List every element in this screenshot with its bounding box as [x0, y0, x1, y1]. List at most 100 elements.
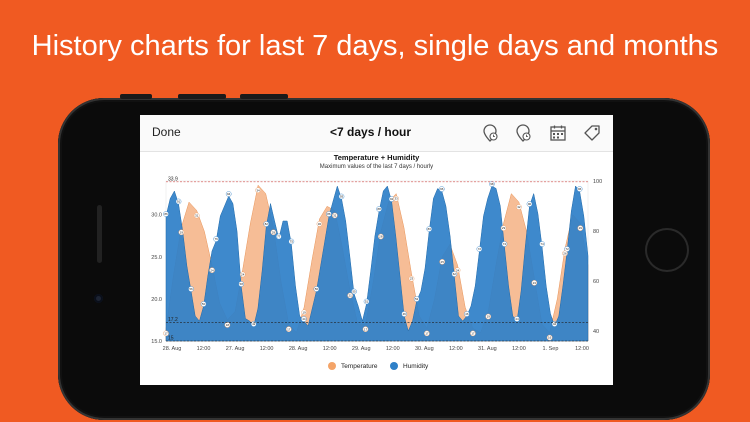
legend-swatch-humidity — [390, 362, 398, 370]
temperature-data-label: 29 — [272, 230, 276, 234]
x-tick-label: 30. Aug — [415, 346, 434, 352]
temperature-data-label: 24 — [210, 268, 214, 272]
temperature-data-label: 24 — [456, 268, 460, 272]
temperature-data-label: 34 — [256, 188, 260, 192]
temperature-point-marker — [500, 225, 507, 231]
chart-legend: Temperature Humidity — [140, 362, 613, 374]
app-screen: Done <7 days / hour Temperature + Humidi… — [140, 115, 613, 385]
temperature-point-marker — [546, 334, 553, 341]
phone-side-button — [240, 94, 288, 99]
phone-home-button[interactable] — [645, 228, 689, 272]
humidity-point-marker — [576, 186, 583, 192]
legend-swatch-temperature — [328, 362, 336, 370]
temperature-data-label: 29 — [502, 226, 506, 230]
temperature-data-label: 23 — [533, 281, 537, 285]
phone-camera — [94, 294, 103, 303]
x-tick-label: 12:00 — [449, 346, 463, 352]
history-chart[interactable]: 86 91 56 50 76 94 58 42 82 77 75 44 56 86 93 55 51 88 92 46… — [140, 115, 613, 385]
humidity-data-label: 98 — [490, 182, 494, 186]
temperature-data-label: 16 — [548, 336, 552, 340]
temperature-data-label: 23 — [410, 277, 414, 281]
humidity-data-label: 96 — [440, 187, 444, 191]
x-tick-label: 12:00 — [323, 346, 337, 352]
humidity-data-label: 56 — [315, 287, 319, 291]
humidity-data-label: 86 — [164, 212, 168, 216]
chart-title: Temperature + Humidity — [333, 153, 420, 162]
temperature-data-label: 18 — [226, 323, 230, 327]
phone-side-button — [120, 94, 152, 99]
humidity-point-marker — [276, 233, 282, 240]
temperature-data-label: 19 — [487, 315, 491, 319]
humidity-data-label: 94 — [227, 192, 231, 196]
temperature-data-label: 17 — [287, 327, 291, 331]
x-tick-label: 12:00 — [386, 346, 400, 352]
temperature-point-marker — [424, 330, 430, 337]
pin-clock-icon[interactable] — [513, 123, 533, 143]
humidity-point-marker — [376, 206, 382, 212]
temperature-point-marker — [270, 229, 277, 236]
temperature-point-marker — [454, 267, 461, 274]
humidity-point-marker — [213, 236, 219, 242]
humidity-point-marker — [451, 271, 458, 277]
page-title: <7 days / hour — [330, 125, 412, 139]
y-right-tick-label: 100 — [593, 179, 602, 185]
humidity-point-marker — [301, 316, 307, 322]
temperature-point-marker — [378, 233, 384, 240]
humidity-point-marker — [401, 311, 407, 317]
temperature-point-marker — [439, 258, 446, 265]
temperature-data-label: 21 — [348, 294, 352, 298]
x-tick-label: 1. Sep — [543, 346, 559, 352]
humidity-point-marker — [501, 241, 508, 247]
temperature-point-marker — [470, 330, 476, 337]
calendar-icon[interactable] — [548, 123, 568, 143]
legend-item-temperature[interactable]: Temperature — [328, 362, 378, 370]
humidity-point-marker — [163, 211, 169, 217]
temperature-point-marker — [347, 292, 353, 299]
humidity-data-label: 93 — [340, 195, 344, 199]
temperature-point-marker — [163, 330, 169, 337]
humidity-data-label: 46 — [402, 312, 406, 316]
temperature-point-marker — [516, 204, 522, 210]
x-tick-label: 31. Aug — [478, 346, 497, 352]
temperature-point-marker — [285, 326, 292, 332]
temperature-point-marker — [393, 195, 399, 202]
humidity-point-marker — [476, 246, 483, 252]
x-tick-label: 29. Aug — [352, 346, 371, 352]
humidity-point-marker — [464, 311, 470, 317]
temperature-data-label: 17 — [425, 331, 429, 335]
x-tick-label: 12:00 — [575, 346, 589, 352]
legend-item-humidity[interactable]: Humidity — [390, 362, 428, 370]
tag-icon[interactable] — [582, 123, 602, 143]
humidity-data-label: 76 — [214, 237, 218, 241]
humidity-data-label: 72 — [565, 247, 569, 251]
temperature-data-label: 32 — [517, 205, 521, 209]
humidity-data-label: 82 — [265, 222, 269, 226]
legend-label-humidity: Humidity — [403, 362, 429, 370]
humidity-point-marker — [338, 193, 345, 200]
temperature-point-marker — [239, 271, 246, 278]
temperature-point-marker — [178, 229, 185, 236]
temperature-data-label: 29 — [180, 230, 184, 234]
humidity-data-label: 42 — [553, 322, 557, 326]
reference-line-label: 15 — [168, 336, 174, 342]
temperature-data-label: 31 — [195, 214, 199, 218]
x-tick-label: 27. Aug — [226, 346, 245, 352]
humidity-point-marker — [438, 186, 445, 192]
humidity-point-marker — [326, 211, 332, 217]
humidity-point-marker — [188, 286, 194, 292]
humidity-data-label: 62 — [453, 272, 457, 276]
y-right-tick-label: 80 — [593, 229, 599, 235]
temperature-data-label: 31 — [333, 214, 337, 218]
humidity-point-marker — [238, 281, 245, 287]
humidity-point-marker — [426, 226, 433, 232]
reference-line-label: 17.2 — [168, 317, 178, 323]
y-right-tick-label: 60 — [593, 279, 599, 285]
humidity-point-marker — [263, 221, 270, 227]
humidity-point-marker — [351, 288, 357, 295]
humidity-data-label: 96 — [578, 187, 582, 191]
x-tick-label: 28. Aug — [289, 346, 308, 352]
phone-side-button — [178, 94, 226, 99]
done-button[interactable]: Done — [152, 125, 181, 139]
pin-clock-icon[interactable] — [480, 123, 500, 143]
temperature-point-marker — [209, 267, 215, 274]
